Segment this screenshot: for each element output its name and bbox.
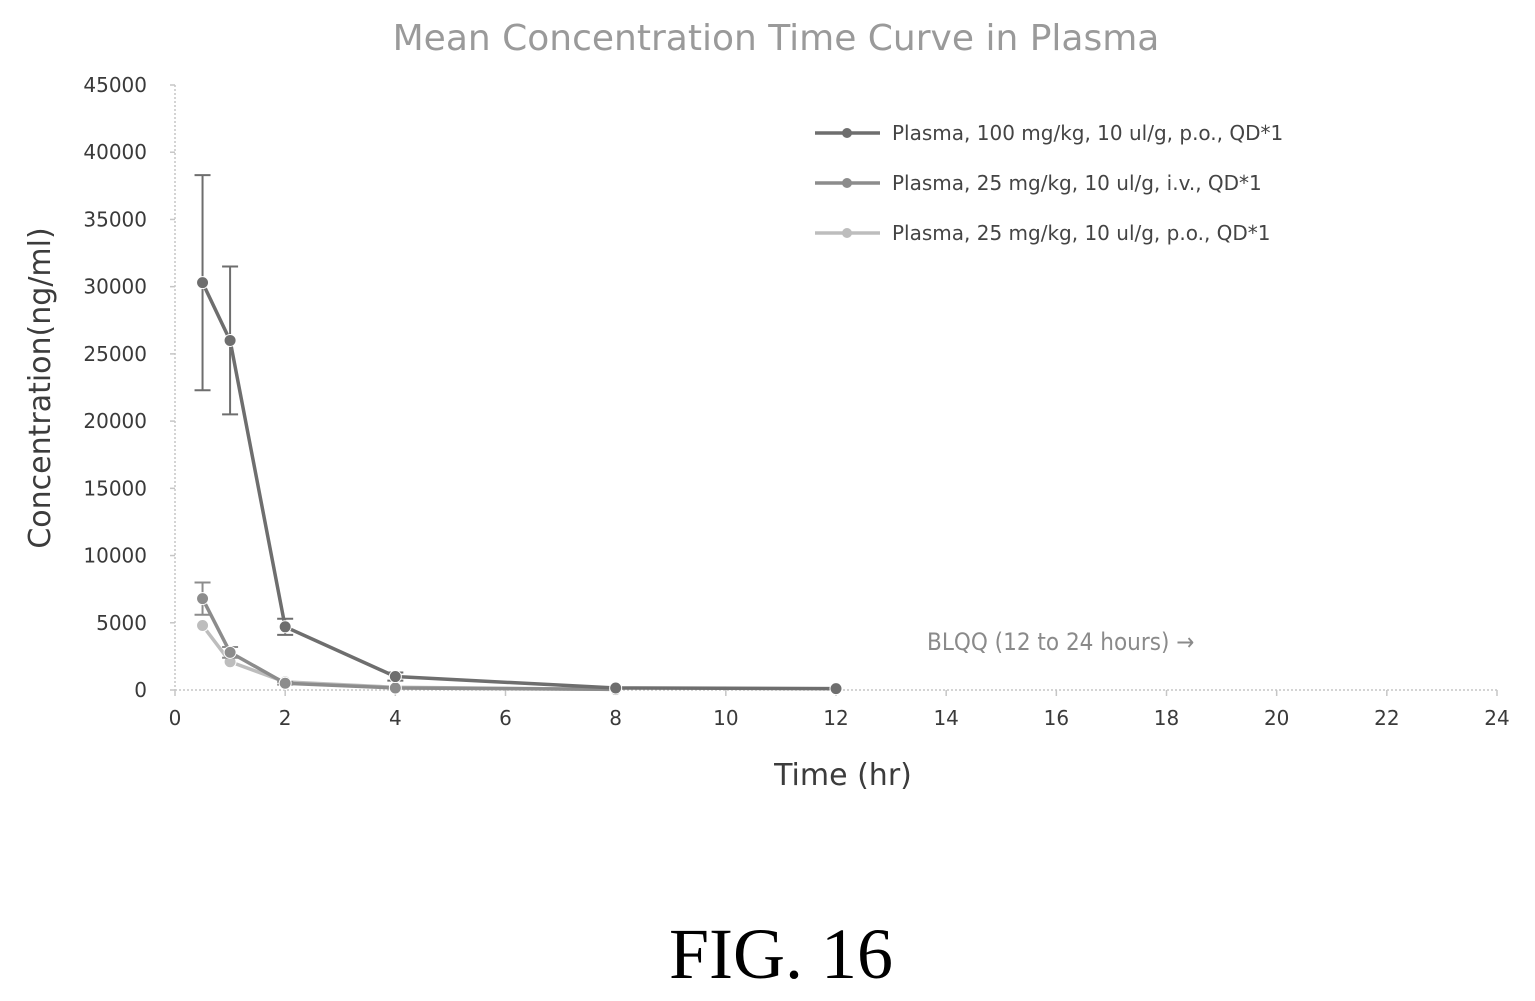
blq-annotation: BLQQ (12 to 24 hours) → — [927, 628, 1194, 656]
x-tick-label: 18 — [1154, 706, 1179, 730]
x-tick-label: 0 — [169, 706, 182, 730]
x-axis-label: Time (hr) — [773, 758, 912, 793]
legend-marker — [842, 228, 852, 238]
y-tick-label: 45000 — [83, 73, 147, 97]
x-tick-label: 24 — [1484, 706, 1509, 730]
y-tick-label: 10000 — [83, 544, 147, 568]
data-point — [388, 681, 402, 695]
x-ticks: 0 2 4 6 8 10 12 14 16 18 20 22 24 — [169, 690, 1510, 730]
plot-area: 0 5000 10000 15000 20000 25000 30000 35000 40000… — [83, 73, 1509, 730]
data-point — [388, 670, 402, 684]
data-point — [278, 620, 292, 634]
data-point — [196, 276, 210, 290]
legend-item: Plasma, 100 mg/kg, 10 ul/g, p.o., QD*1 — [815, 121, 1283, 145]
legend-item: Plasma, 25 mg/kg, 10 ul/g, p.o., QD*1 — [815, 221, 1271, 245]
x-tick-label: 22 — [1374, 706, 1399, 730]
legend-marker — [842, 178, 852, 188]
legend: Plasma, 100 mg/kg, 10 ul/g, p.o., QD*1 Pl… — [815, 121, 1283, 245]
x-tick-label: 20 — [1264, 706, 1289, 730]
legend-label: Plasma, 100 mg/kg, 10 ul/g, p.o., QD*1 — [892, 121, 1283, 145]
series-layer — [194, 174, 843, 696]
series-line — [200, 281, 837, 691]
x-tick-label: 6 — [499, 706, 512, 730]
data-point — [278, 676, 292, 690]
legend-label: Plasma, 25 mg/kg, 10 ul/g, i.v., QD*1 — [892, 171, 1262, 195]
y-tick-label: 15000 — [83, 476, 147, 500]
legend-marker — [842, 128, 852, 138]
data-point — [196, 618, 210, 632]
series-line — [201, 624, 616, 692]
y-tick-label: 35000 — [83, 207, 147, 231]
x-tick-label: 14 — [933, 706, 958, 730]
chart-title: Mean Concentration Time Curve in Plasma — [393, 18, 1160, 59]
y-tick-label: 20000 — [83, 409, 147, 433]
data-point — [223, 645, 237, 659]
y-tick-label: 5000 — [96, 611, 147, 635]
y-tick-label: 30000 — [83, 275, 147, 299]
x-tick-label: 4 — [389, 706, 402, 730]
y-tick-label: 40000 — [83, 140, 147, 164]
data-point — [609, 681, 623, 695]
y-tick-label: 0 — [134, 678, 147, 702]
data-point — [829, 682, 843, 696]
data-point — [223, 333, 237, 347]
x-tick-label: 16 — [1044, 706, 1069, 730]
y-axis-label: Concentration(ng/ml) — [23, 227, 58, 548]
legend-label: Plasma, 25 mg/kg, 10 ul/g, p.o., QD*1 — [892, 221, 1271, 245]
x-tick-label: 8 — [609, 706, 622, 730]
x-tick-label: 2 — [279, 706, 292, 730]
legend-item: Plasma, 25 mg/kg, 10 ul/g, i.v., QD*1 — [815, 171, 1262, 195]
series-1 — [194, 174, 843, 696]
y-ticks: 0 5000 10000 15000 20000 25000 30000 35000 40000… — [83, 73, 175, 702]
x-tick-label: 10 — [713, 706, 738, 730]
x-tick-label: 12 — [823, 706, 848, 730]
y-tick-label: 25000 — [83, 342, 147, 366]
figure-label: FIG. 16 — [669, 914, 893, 994]
data-point — [196, 592, 210, 606]
